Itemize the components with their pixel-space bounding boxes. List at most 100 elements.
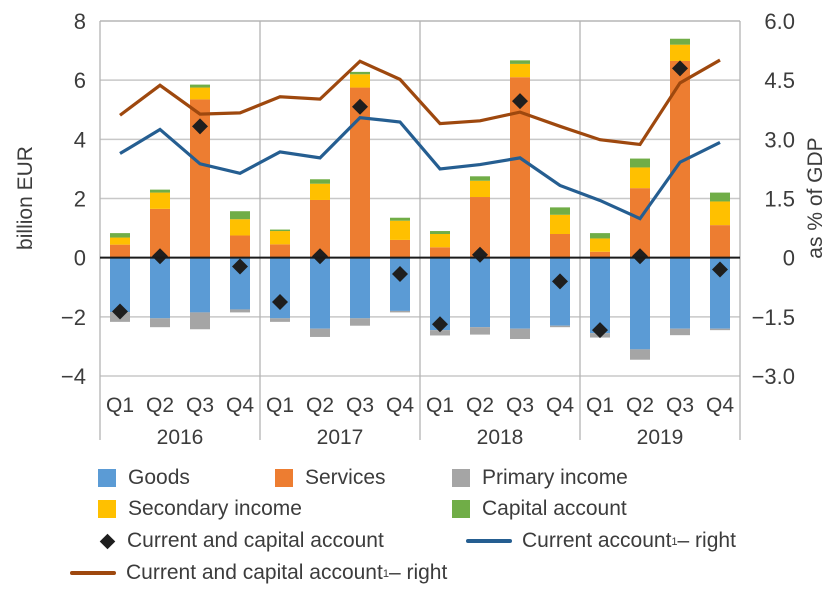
bar-services-10 [470, 197, 490, 258]
y-tick-label-left: 0 [74, 246, 86, 271]
bar-services-16 [710, 225, 730, 258]
bar-services-7 [350, 87, 370, 258]
bar-services-9 [430, 247, 450, 258]
x-tick-label: Q3 [666, 394, 694, 417]
bar-services-11 [510, 77, 530, 258]
bar-goods-3 [190, 257, 210, 313]
bar-capital-account-8 [390, 217, 410, 221]
bar-goods-14 [630, 257, 650, 350]
bar-secondary-income-1 [110, 237, 130, 245]
bar-secondary-income-14 [630, 167, 650, 189]
x-year-label: 2017 [317, 426, 364, 449]
bar-primary-income-11 [510, 328, 530, 340]
bars [110, 38, 730, 360]
y-tick-label-left: 6 [74, 68, 86, 93]
bar-primary-income-3 [190, 312, 210, 330]
x-tick-label: Q1 [106, 394, 134, 417]
bar-secondary-income-9 [430, 234, 450, 248]
y-tick-label-right: 1.5 [764, 187, 795, 212]
bar-capital-account-10 [470, 176, 490, 181]
bar-capital-account-14 [630, 158, 650, 168]
bar-goods-2 [150, 257, 170, 319]
legend-label: Primary income [482, 466, 628, 489]
bar-secondary-income-13 [590, 238, 610, 252]
bar-capital-account-9 [430, 231, 450, 234]
axes: 8 6 4 2 0 −2 −4 6.0 4.5 3.0 1.5 0 −1.5 −3.0 Q1 Q2 Q3 Q4 Q1… [61, 9, 795, 449]
marker-current-and-capital-account-7 [352, 98, 368, 115]
x-year-label: 2019 [637, 426, 684, 449]
y-tick-label-right: −1.5 [752, 305, 795, 330]
services-swatch-icon [275, 469, 293, 487]
bar-capital-account-1 [110, 233, 130, 238]
markers [112, 60, 728, 339]
bar-goods-1 [110, 257, 130, 313]
bar-goods-8 [390, 257, 410, 311]
capital-account-swatch-icon [452, 500, 470, 518]
lines [119, 58, 721, 221]
bar-services-4 [230, 235, 250, 258]
goods-swatch-icon [98, 469, 116, 487]
legend-item-current-and-capital-account: Current and capital account [96, 529, 384, 553]
marker-current-and-capital-account-9 [432, 316, 448, 333]
line-current-and-capital-account-right [119, 58, 721, 147]
bar-secondary-income-3 [190, 87, 210, 100]
bar-services-13 [590, 251, 610, 258]
bar-secondary-income-8 [390, 220, 410, 240]
brown-line-icon [70, 571, 116, 575]
legend-item-capital-account: Capital account [452, 497, 627, 521]
bar-secondary-income-11 [510, 63, 530, 78]
x-tick-label: Q2 [146, 394, 174, 417]
bar-services-2 [150, 208, 170, 258]
x-tick-label: Q1 [426, 394, 454, 417]
primary-income-swatch-icon [452, 469, 470, 487]
x-tick-label: Q3 [186, 394, 214, 417]
bar-services-14 [630, 188, 650, 258]
bar-services-3 [190, 99, 210, 258]
bar-capital-account-3 [190, 84, 210, 88]
bar-primary-income-6 [310, 328, 330, 337]
x-tick-label: Q4 [546, 394, 574, 417]
marker-current-and-capital-account-13 [592, 322, 608, 339]
chart: 8 6 4 2 0 −2 −4 6.0 4.5 3.0 1.5 0 −1.5 −3.0 Q1 Q2 Q3 Q4 Q1… [14, 9, 827, 449]
bar-primary-income-2 [150, 318, 170, 328]
bar-goods-15 [670, 257, 690, 329]
marker-current-and-capital-account-4 [232, 258, 248, 275]
x-tick-label: Q2 [306, 394, 334, 417]
bar-secondary-income-7 [350, 74, 370, 88]
bar-goods-6 [310, 257, 330, 329]
bar-primary-income-15 [670, 328, 690, 336]
y-tick-label-left: 4 [74, 127, 86, 152]
marker-current-and-capital-account-14 [632, 248, 648, 265]
bar-services-5 [270, 244, 290, 258]
marker-current-and-capital-account-11 [512, 93, 528, 110]
bar-secondary-income-6 [310, 183, 330, 200]
x-tick-label: Q4 [706, 394, 734, 417]
bar-capital-account-2 [150, 189, 170, 193]
y-tick-label-right: 6.0 [764, 9, 795, 34]
bar-primary-income-4 [230, 309, 250, 313]
bar-services-6 [310, 199, 330, 258]
marker-current-and-capital-account-3 [192, 118, 208, 135]
bar-primary-income-5 [270, 318, 290, 322]
bar-secondary-income-15 [670, 44, 690, 61]
blue-line-icon [466, 539, 512, 543]
bar-capital-account-5 [270, 229, 290, 232]
bar-goods-7 [350, 257, 370, 319]
legend-item-current-and-capital-account-line: Current and capital account 1 – right [70, 561, 447, 585]
legend-label: Capital account [482, 497, 627, 520]
x-tick-label: Q1 [586, 394, 614, 417]
y-tick-label-right: 3.0 [764, 127, 795, 152]
y-tick-label-left: −2 [61, 305, 86, 330]
x-tick-label: Q4 [226, 394, 254, 417]
bar-capital-account-16 [710, 192, 730, 202]
marker-current-and-capital-account-16 [712, 261, 728, 278]
legend-label: Services [305, 466, 386, 489]
marker-current-and-capital-account-2 [152, 248, 168, 265]
bar-services-12 [550, 234, 570, 258]
marker-current-and-capital-account-12 [552, 273, 568, 290]
y-tick-label-left: 8 [74, 9, 86, 34]
bar-services-15 [670, 60, 690, 258]
x-tick-label: Q3 [346, 394, 374, 417]
bar-primary-income-9 [430, 330, 450, 336]
legend-label: Current account [522, 529, 672, 552]
